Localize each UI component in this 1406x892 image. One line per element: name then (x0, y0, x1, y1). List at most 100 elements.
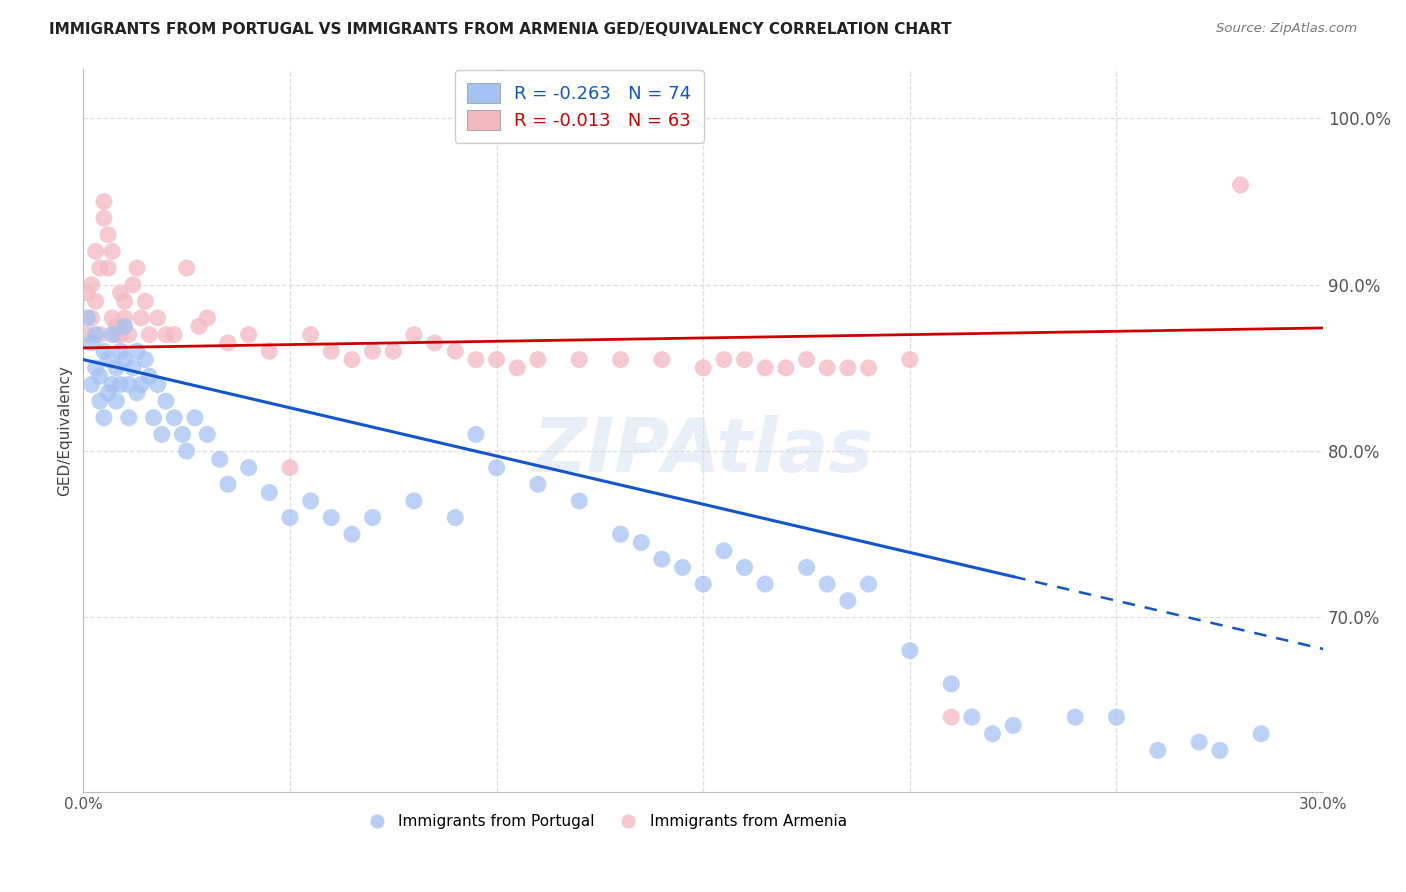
Point (609, 527, 631, 541)
Point (815, 360, 838, 375)
Point (1209, 743, 1232, 757)
Point (775, 360, 797, 375)
Point (163, 410, 186, 425)
Point (217, 477, 239, 491)
Point (713, 352, 735, 367)
Point (80, 277, 103, 292)
Point (858, 577, 880, 591)
Point (321, 510, 343, 524)
Point (84, 327, 107, 342)
Point (155, 394, 177, 409)
Point (208, 452, 231, 467)
Point (1146, 743, 1168, 757)
Text: Source: ZipAtlas.com: Source: ZipAtlas.com (1216, 22, 1357, 36)
Point (93, 344, 115, 359)
Point (114, 294, 136, 309)
Point (89, 369, 111, 384)
Point (155, 327, 177, 342)
Point (97, 352, 120, 367)
Point (278, 510, 301, 524)
Point (163, 327, 186, 342)
Point (89, 327, 111, 342)
Legend: Immigrants from Portugal, Immigrants from Armenia: Immigrants from Portugal, Immigrants fro… (356, 808, 853, 835)
Point (101, 244, 124, 259)
Point (485, 460, 508, 475)
Point (80, 377, 103, 392)
Point (340, 352, 363, 367)
Point (941, 677, 963, 691)
Point (93, 410, 115, 425)
Point (122, 277, 145, 292)
Point (361, 344, 384, 359)
Point (1188, 735, 1211, 749)
Point (134, 352, 156, 367)
Point (941, 710, 963, 724)
Point (898, 643, 921, 657)
Point (321, 344, 343, 359)
Point (110, 344, 132, 359)
Point (176, 261, 198, 276)
Point (630, 535, 652, 549)
Text: IMMIGRANTS FROM PORTUGAL VS IMMIGRANTS FROM ARMENIA GED/EQUIVALENCY CORRELATION : IMMIGRANTS FROM PORTUGAL VS IMMIGRANTS F… (49, 22, 952, 37)
Point (464, 352, 486, 367)
Point (84, 244, 107, 259)
Point (734, 352, 756, 367)
Point (134, 294, 156, 309)
Point (125, 385, 148, 400)
Point (651, 352, 673, 367)
Point (97, 227, 120, 242)
Point (238, 327, 260, 342)
Point (1002, 718, 1025, 732)
Point (1064, 710, 1087, 724)
Point (361, 510, 384, 524)
Point (527, 477, 550, 491)
Point (464, 427, 486, 442)
Point (713, 544, 735, 558)
Point (754, 360, 776, 375)
Point (122, 360, 145, 375)
Point (423, 335, 446, 350)
Point (278, 460, 301, 475)
Point (754, 577, 776, 591)
Point (815, 577, 838, 591)
Point (217, 335, 239, 350)
Point (138, 369, 160, 384)
Point (89, 394, 111, 409)
Point (110, 286, 132, 301)
Point (1229, 178, 1251, 192)
Point (93, 194, 115, 209)
Point (146, 310, 169, 325)
Point (114, 319, 136, 334)
Point (172, 427, 194, 442)
Point (150, 427, 173, 442)
Point (184, 410, 207, 425)
Point (981, 727, 1004, 741)
Point (176, 444, 198, 458)
Point (118, 410, 141, 425)
Point (110, 377, 132, 392)
Point (238, 460, 260, 475)
Point (671, 560, 693, 574)
Point (125, 344, 148, 359)
Text: ZIPAtlas: ZIPAtlas (533, 416, 873, 489)
Point (97, 385, 120, 400)
Point (1105, 710, 1128, 724)
Point (114, 310, 136, 325)
Point (76, 310, 98, 325)
Point (142, 410, 165, 425)
Point (84, 294, 107, 309)
Point (118, 327, 141, 342)
Point (129, 377, 152, 392)
Point (125, 261, 148, 276)
Point (259, 485, 281, 500)
Point (101, 377, 124, 392)
Point (101, 327, 124, 342)
Point (299, 494, 322, 508)
Point (146, 377, 169, 392)
Point (796, 560, 818, 574)
Point (97, 261, 120, 276)
Point (299, 327, 322, 342)
Point (402, 327, 425, 342)
Point (858, 360, 880, 375)
Point (568, 494, 591, 508)
